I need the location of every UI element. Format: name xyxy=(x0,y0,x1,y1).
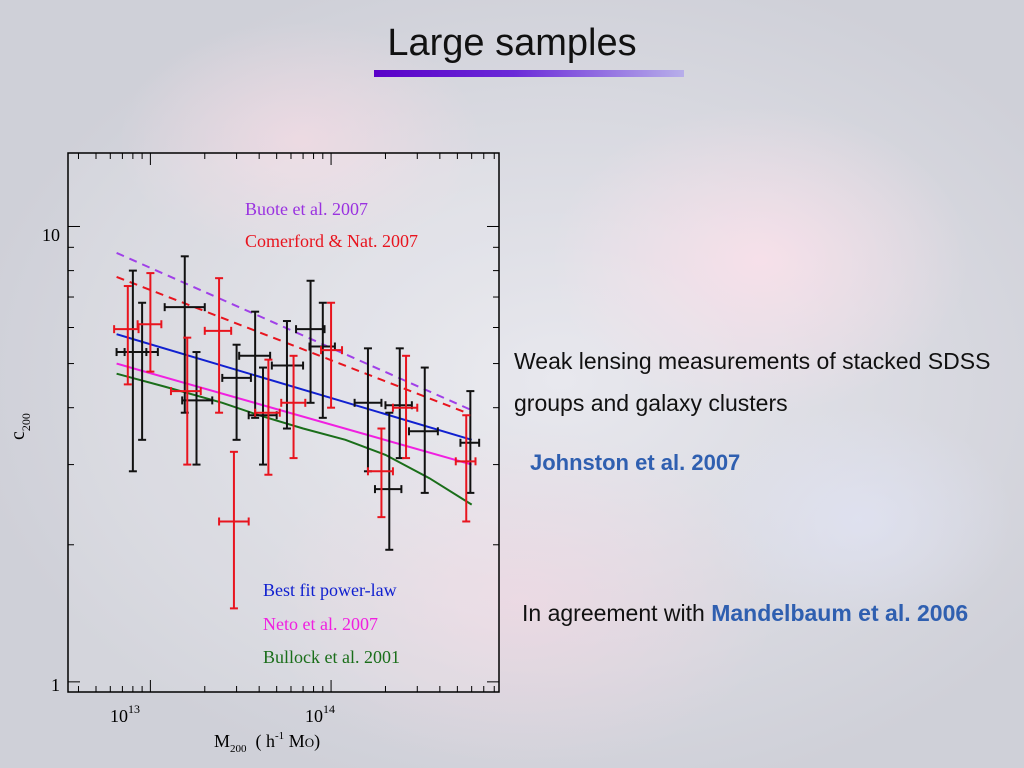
data-point-red xyxy=(254,358,281,476)
legend-bullock: Bullock et al. 2001 xyxy=(263,647,400,667)
data-point-black xyxy=(247,366,278,466)
series-line-comerford xyxy=(116,275,467,414)
legend-best-fit: Best fit power-law xyxy=(263,580,397,600)
legend-neto: Neto et al. 2007 xyxy=(263,614,378,634)
description-text: Weak lensing measurements of stacked SDS… xyxy=(514,348,991,416)
agreement-text: In agreement with Mandelbaum et al. 2006 xyxy=(522,592,1022,634)
data-point-red xyxy=(366,427,394,519)
data-point-black xyxy=(295,279,326,404)
data-point-black xyxy=(163,255,206,414)
data-point-red xyxy=(391,354,419,460)
data-point-red xyxy=(113,285,140,386)
slide-title: Large samples xyxy=(387,22,637,64)
agreement-reference: Mandelbaum et al. 2006 xyxy=(711,600,969,626)
tick-marks xyxy=(68,153,499,692)
data-point-black xyxy=(408,366,439,494)
legend-buote: Buote et al. 2007 xyxy=(245,199,368,219)
data-point-black xyxy=(459,390,481,494)
x-tick-label-1e13: 1013 xyxy=(110,702,140,726)
legend-comerford: Comerford & Nat. 2007 xyxy=(245,231,418,251)
data-point-red xyxy=(136,272,163,373)
data-point-red xyxy=(320,301,344,409)
title-underline xyxy=(374,70,684,77)
data-point-red xyxy=(203,277,233,414)
data-point-red xyxy=(169,336,202,466)
data-point-black xyxy=(238,310,272,419)
y-tick-label-10: 10 xyxy=(42,225,60,245)
data-point-black xyxy=(373,411,403,551)
series-line-buote xyxy=(116,251,473,412)
data-point-red xyxy=(218,450,250,610)
data-points xyxy=(113,255,481,610)
agreement-prefix: In agreement with xyxy=(522,600,712,626)
y-tick-label-1: 1 xyxy=(51,675,60,695)
concentration-mass-chart: 10 1 1013 1014 M200 ( h-1 MO) c200 Buote… xyxy=(7,152,500,755)
data-point-red xyxy=(454,414,477,523)
citation-johnston: Johnston et al. 2007 xyxy=(530,450,741,475)
x-axis-label: M200 ( h-1 MO) xyxy=(214,730,320,755)
data-point-black xyxy=(123,301,159,441)
data-point-black xyxy=(270,320,305,430)
y-axis-label: c200 xyxy=(7,413,33,440)
x-tick-label-1e14: 1014 xyxy=(305,702,335,726)
data-point-black xyxy=(221,343,252,441)
data-point-red xyxy=(280,354,307,460)
